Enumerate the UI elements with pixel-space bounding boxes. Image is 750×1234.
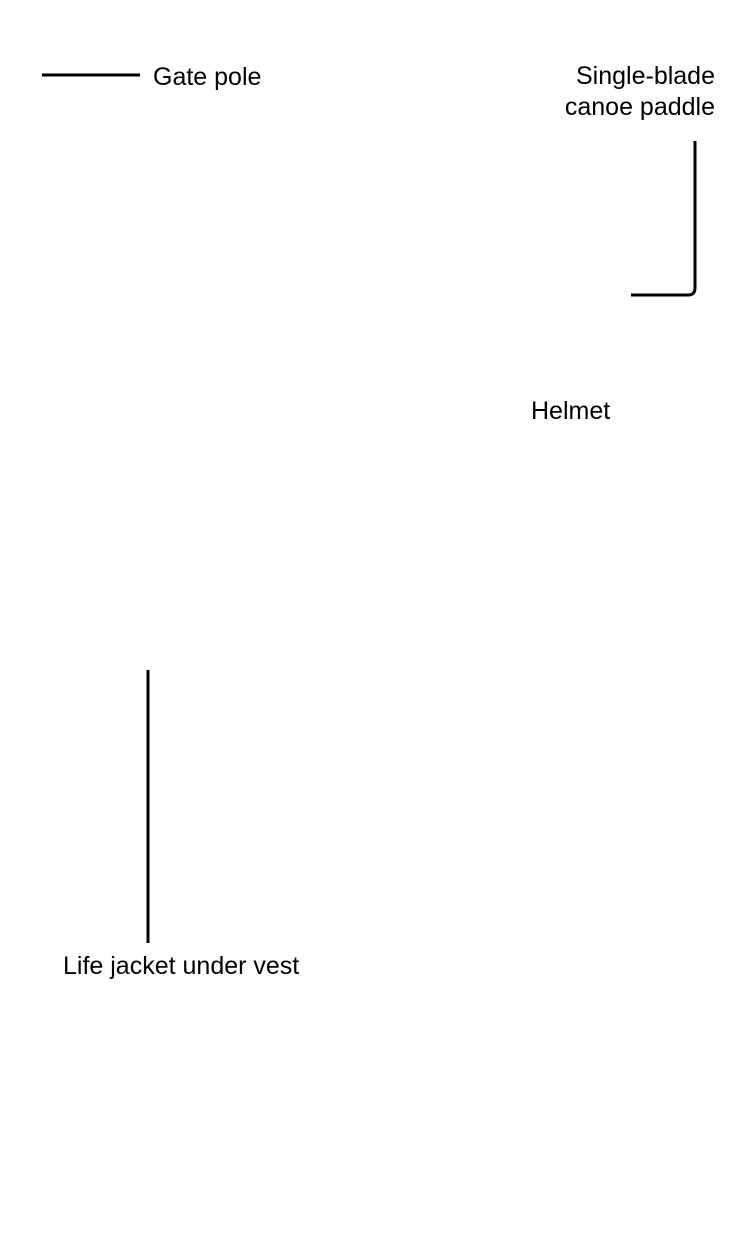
paddle-label: Single-blade canoe paddle	[565, 61, 715, 123]
paddle-label-line1: Single-blade	[576, 62, 715, 90]
paddle-leader-line	[631, 141, 697, 297]
helmet-label: Helmet	[531, 397, 611, 425]
gate-pole-label: Gate pole	[153, 63, 262, 91]
life-jacket-label: Life jacket under vest	[63, 952, 300, 980]
paddle-label-line2: canoe paddle	[564, 93, 715, 121]
